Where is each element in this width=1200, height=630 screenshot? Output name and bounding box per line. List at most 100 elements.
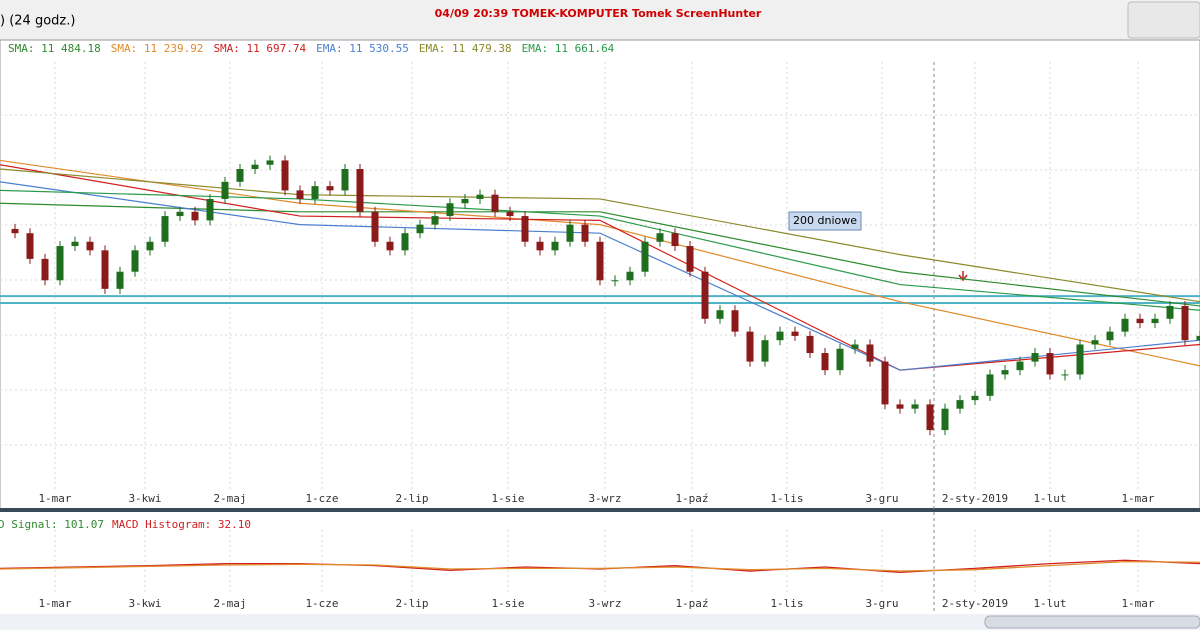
x-tick-label: 3-wrz xyxy=(588,597,621,610)
scrollbar[interactable] xyxy=(0,614,1200,630)
candle xyxy=(1061,374,1069,376)
moving-average xyxy=(0,202,1200,307)
candle xyxy=(656,233,664,242)
x-tick-label: 1-lut xyxy=(1033,492,1066,505)
candle xyxy=(806,335,814,354)
candle xyxy=(461,198,469,204)
macd-panel xyxy=(0,512,1200,614)
title-bar xyxy=(0,0,1200,40)
candle xyxy=(611,280,619,282)
x-tick-label: 2-maj xyxy=(213,492,246,505)
x-tick-label: 1-lut xyxy=(1033,597,1066,610)
candle xyxy=(761,340,769,362)
macd-line xyxy=(0,559,1200,574)
x-tick-label: 2-maj xyxy=(213,597,246,610)
candle xyxy=(626,271,634,281)
macd-line xyxy=(0,560,1200,572)
annotation: 200 dniowe xyxy=(793,214,857,227)
legend-entry: SMA: 11 697.74 xyxy=(213,42,306,55)
candle xyxy=(431,216,439,225)
legend-entry: EMA: 11 661.64 xyxy=(522,42,615,55)
candle xyxy=(251,164,259,169)
x-tick-label: 3-gru xyxy=(865,492,898,505)
candle xyxy=(221,181,229,199)
x-tick-label: 3-wrz xyxy=(588,492,621,505)
candle xyxy=(1106,331,1114,341)
candle xyxy=(776,331,784,341)
annotation-box xyxy=(788,211,862,231)
legend-entry: EMA: 11 479.38 xyxy=(419,42,512,55)
x-tick-label: 2-lip xyxy=(395,597,428,610)
candle xyxy=(881,361,889,405)
candle xyxy=(1016,361,1024,371)
candle xyxy=(191,211,199,221)
candle xyxy=(596,241,604,281)
candle xyxy=(26,233,34,259)
x-tick-label: 3-gru xyxy=(865,597,898,610)
x-tick-label: 1-cze xyxy=(305,492,338,505)
candle xyxy=(386,241,394,251)
candle xyxy=(266,160,274,165)
candle xyxy=(1136,318,1144,324)
moving-average xyxy=(0,189,1200,311)
candle xyxy=(491,194,499,212)
scroll-thumb[interactable] xyxy=(984,615,1200,629)
legend-entry: SMA: 11 484.18 xyxy=(8,42,101,55)
candle xyxy=(986,374,994,396)
candle xyxy=(86,241,94,251)
candle xyxy=(1181,305,1189,341)
capture-title: 04/09 20:39 TOMEK-KOMPUTER Tomek ScreenH… xyxy=(435,7,762,20)
candle xyxy=(1046,353,1054,375)
candle xyxy=(866,344,874,362)
candle xyxy=(551,241,559,251)
x-tick-label: 2-sty-2019 xyxy=(942,492,1008,505)
candle xyxy=(416,224,424,234)
candle xyxy=(146,241,154,251)
candle xyxy=(236,169,244,182)
candle xyxy=(746,331,754,362)
moving-average xyxy=(0,164,1200,371)
candle xyxy=(641,241,649,272)
candle xyxy=(911,404,919,409)
x-tick-label: 2-lip xyxy=(395,492,428,505)
candle xyxy=(71,241,79,247)
x-tick-label: 2-sty-2019 xyxy=(942,597,1008,610)
candle xyxy=(791,331,799,336)
candle xyxy=(401,233,409,251)
window-buttons[interactable] xyxy=(1127,1,1200,39)
x-tick-label: 1-sie xyxy=(491,492,524,505)
candle xyxy=(311,186,319,199)
candle xyxy=(1031,353,1039,362)
x-tick-label: 1-mar xyxy=(38,492,71,505)
candle xyxy=(296,190,304,199)
candle xyxy=(131,250,139,272)
x-tick-label: 1-lis xyxy=(770,597,803,610)
macd-legend: MACD Histogram: 32.10 xyxy=(112,518,251,531)
candle xyxy=(836,348,844,371)
candle xyxy=(701,271,709,319)
x-tick-label: 1-mar xyxy=(1121,597,1154,610)
candle xyxy=(1091,340,1099,345)
candle xyxy=(581,224,589,242)
macd-legend: D Signal: 101.07 xyxy=(0,518,104,531)
candle xyxy=(1076,344,1084,375)
candle xyxy=(371,211,379,242)
x-tick-label: 1-paź xyxy=(675,492,708,505)
candle xyxy=(821,353,829,371)
legend-entry: EMA: 11 530.55 xyxy=(316,42,409,55)
candle xyxy=(326,186,334,191)
candle xyxy=(476,194,484,199)
x-tick-label: 1-paź xyxy=(675,597,708,610)
candle xyxy=(896,404,904,409)
candle xyxy=(686,246,694,272)
x-tick-label: 3-kwi xyxy=(128,492,161,505)
candle xyxy=(1196,335,1200,341)
candle xyxy=(956,400,964,409)
candle xyxy=(851,344,859,349)
candle xyxy=(506,211,514,217)
x-tick-label: 1-lis xyxy=(770,492,803,505)
x-tick-label: 1-sie xyxy=(491,597,524,610)
candle xyxy=(206,198,214,221)
x-tick-label: 1-cze xyxy=(305,597,338,610)
